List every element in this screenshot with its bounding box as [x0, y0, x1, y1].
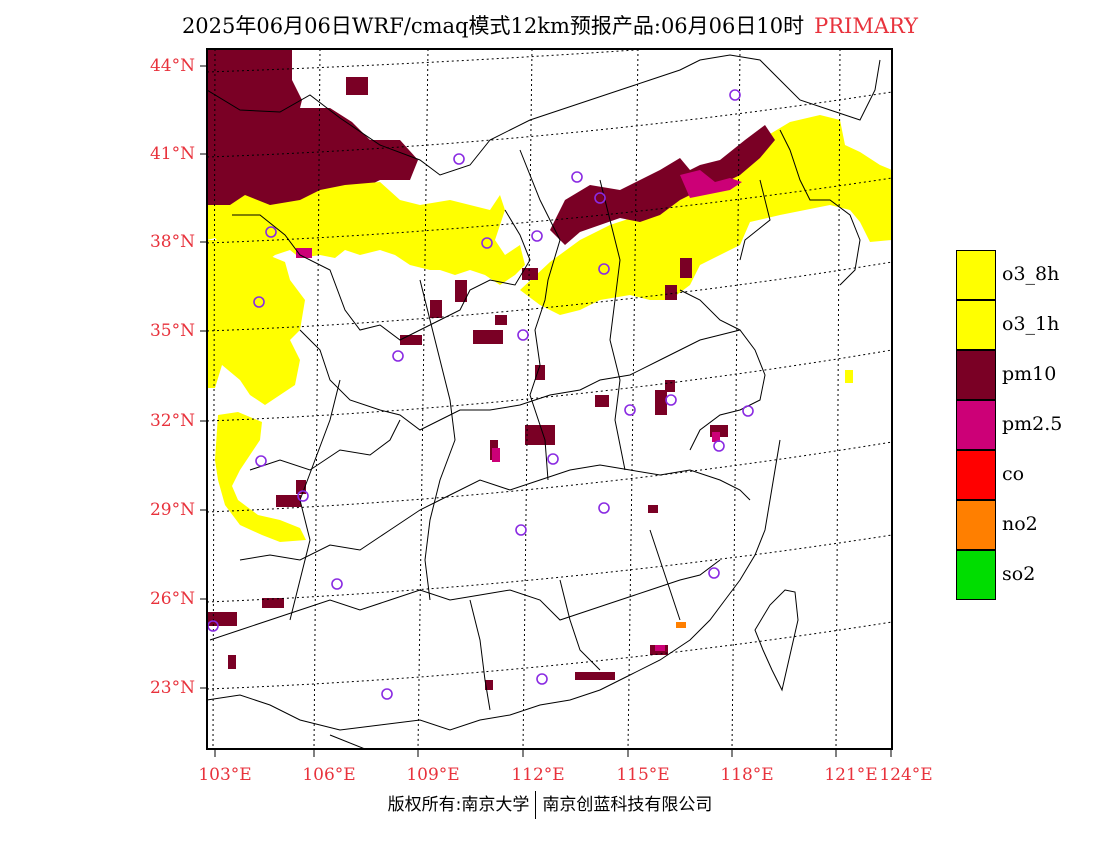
chart-title: 2025年06月06日WRF/cmaq模式12km预报产品:06月06日10时 P… [0, 10, 1100, 40]
legend-swatch [956, 400, 996, 450]
lon-label-124: 124°E [879, 765, 933, 785]
lat-label-26: 26°N [149, 589, 195, 609]
lon-label-103: 103°E [198, 765, 252, 785]
lat-label-23: 23°N [149, 678, 195, 698]
footer-credits: 版权所有:南京大学 南京创蓝科技有限公司 [0, 790, 1100, 819]
footer-divider [535, 791, 537, 819]
primary-tag: PRIMARY [814, 14, 919, 38]
lat-label-29: 29°N [149, 500, 195, 520]
pm25-region-beijing [680, 170, 742, 198]
lon-label-106: 106°E [302, 765, 356, 785]
station-markers [207, 89, 754, 700]
lat-label-44: 44°N [149, 56, 195, 76]
legend-label: pm2.5 [1002, 413, 1063, 435]
pm25-scatter [296, 248, 720, 651]
title-text: 2025年06月06日WRF/cmaq模式12km预报产品:06月06日10时 [181, 14, 805, 38]
legend-swatch [956, 500, 996, 550]
lat-label-32: 32°N [149, 411, 195, 431]
lon-label-109: 109°E [406, 765, 460, 785]
o3-region-west [207, 240, 305, 405]
lon-label-118: 118°E [720, 765, 774, 785]
lon-label-121: 121°E [824, 765, 878, 785]
legend-swatch [956, 300, 996, 350]
co-patch [676, 622, 686, 628]
legend-swatch [956, 550, 996, 600]
axis-ticks [200, 65, 892, 757]
o3-region-southwest [215, 412, 306, 542]
map-frame [206, 48, 893, 750]
graticule [207, 49, 892, 749]
lat-label-38: 38°N [149, 232, 195, 252]
o3-patch-small [845, 370, 853, 383]
lon-label-112: 112°E [511, 765, 565, 785]
legend-label: o3_8h [1002, 263, 1060, 285]
lat-label-41: 41°N [149, 144, 195, 164]
legend-label: pm10 [1002, 363, 1057, 385]
o3-region-east [520, 115, 892, 315]
legend-swatch [956, 350, 996, 400]
legend-label: co [1002, 463, 1025, 485]
pm10-scatter [207, 258, 728, 690]
legend-label: so2 [1002, 563, 1036, 585]
pm10-patch-a [346, 77, 368, 95]
footer-right: 南京创蓝科技有限公司 [542, 795, 713, 815]
lat-label-35: 35°N [149, 321, 195, 341]
lon-label-115: 115°E [616, 765, 670, 785]
legend-label: o3_1h [1002, 313, 1060, 335]
o3-region-north [207, 182, 525, 285]
map-content [207, 49, 892, 749]
legend-label: no2 [1002, 513, 1038, 535]
legend-swatch [956, 450, 996, 500]
footer-left: 版权所有:南京大学 [387, 795, 530, 815]
legend-swatch [956, 250, 996, 300]
